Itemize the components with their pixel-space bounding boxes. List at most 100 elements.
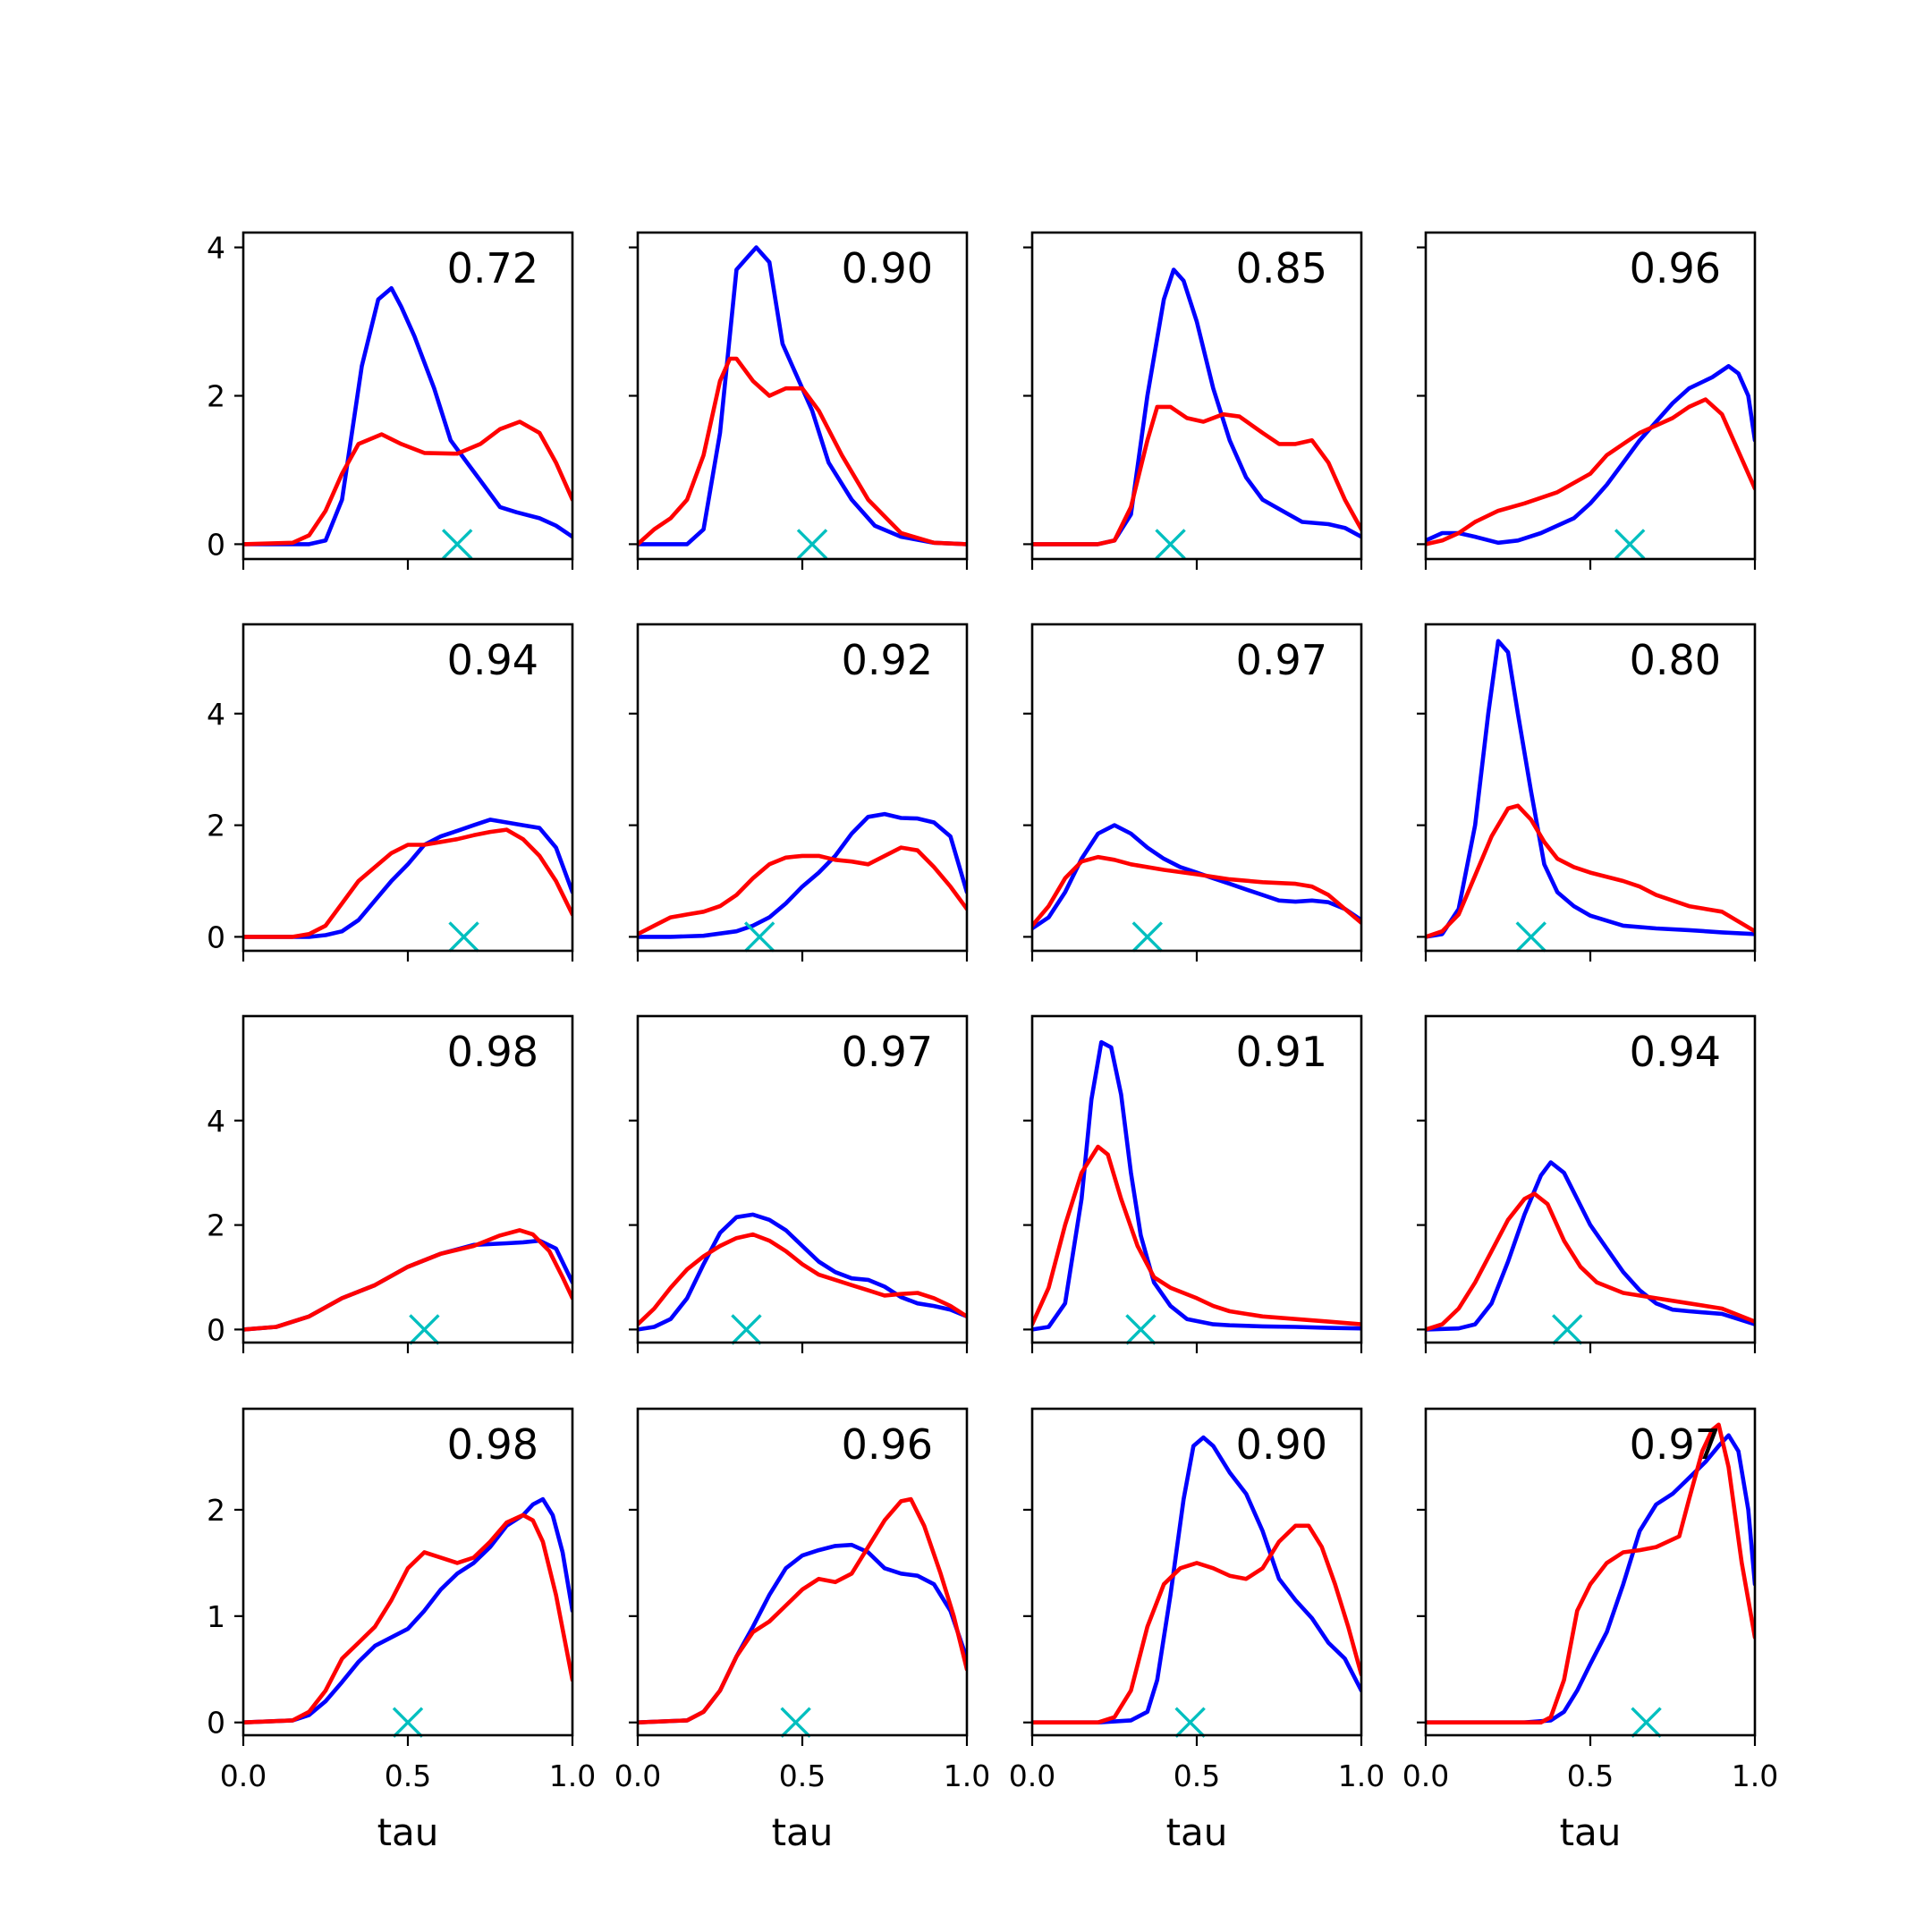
- y-tick-label: 0: [207, 1312, 225, 1347]
- panel-r1-c3: 0.80: [1417, 623, 1757, 962]
- panel-series: [638, 1212, 967, 1332]
- marker-stroke: [1614, 529, 1646, 560]
- x-tick-label: 0.5: [385, 1758, 431, 1793]
- series-line-blue: [1426, 1433, 1755, 1724]
- panel-value-label: 0.98: [447, 1420, 538, 1469]
- panel-series: [1032, 1435, 1361, 1724]
- true-value-marker: [1155, 529, 1186, 560]
- marker-stroke: [392, 1707, 424, 1738]
- x-axis-label: tau: [1166, 1810, 1228, 1854]
- series-line-red: [638, 1496, 967, 1724]
- marker-stroke: [1131, 921, 1164, 953]
- marker-stroke: [1515, 921, 1546, 953]
- true-value-marker: [441, 529, 473, 560]
- series-line-red: [243, 419, 572, 547]
- series-line-red: [638, 1232, 967, 1326]
- x-tick-label: 0.5: [1174, 1758, 1220, 1793]
- panel-r2-c1: 0.97: [629, 1014, 969, 1353]
- panel-value-label: 0.94: [447, 636, 538, 684]
- panel-value-label: 0.98: [447, 1028, 538, 1076]
- series-line-blue: [638, 1542, 967, 1724]
- panel-series: [243, 818, 572, 939]
- panel-value-label: 0.90: [1236, 1420, 1327, 1469]
- panel-r0-c3: 0.96: [1417, 231, 1757, 570]
- series-line-blue: [638, 811, 967, 939]
- panel-r3-c3: 0.0 0.5 1.0 tau 0.97: [1402, 1407, 1778, 1854]
- x-tick-label: 1.0: [944, 1758, 990, 1793]
- panel-value-label: 0.90: [842, 244, 933, 292]
- panel-value-label: 0.91: [1236, 1028, 1327, 1076]
- series-line-blue: [638, 245, 967, 547]
- true-value-marker: [1614, 529, 1646, 560]
- series-line-blue: [1032, 1039, 1361, 1332]
- x-axis-label: tau: [772, 1810, 834, 1854]
- true-value-marker: [448, 921, 479, 953]
- true-value-marker: [1174, 1707, 1206, 1738]
- series-line-blue: [1032, 1435, 1361, 1724]
- series-line-red: [638, 356, 967, 547]
- panel-r1-c2: 0.97: [1023, 623, 1363, 962]
- series-line-red: [1032, 854, 1361, 928]
- y-tick-label: 4: [207, 231, 225, 266]
- x-tick-label: 0.5: [1567, 1758, 1614, 1793]
- x-axis-label: tau: [377, 1810, 439, 1854]
- x-axis-label: tau: [1560, 1810, 1622, 1854]
- panel-series: [1032, 267, 1361, 547]
- y-tick-label: 0: [207, 1706, 225, 1741]
- panel-value-label: 0.80: [1630, 636, 1721, 684]
- series-line-red: [1426, 803, 1755, 939]
- x-tick-label: 1.0: [1338, 1758, 1385, 1793]
- y-tick-label: 2: [207, 809, 225, 843]
- true-value-marker: [796, 529, 828, 560]
- marker-stroke: [1552, 1314, 1583, 1345]
- true-value-marker: [743, 921, 775, 953]
- series-line-blue: [1426, 639, 1755, 939]
- series-line-red: [1032, 1144, 1361, 1326]
- panel-value-label: 0.97: [842, 1028, 933, 1076]
- panel-value-label: 0.96: [842, 1420, 933, 1469]
- panel-series: [243, 1228, 572, 1332]
- panel-r1-c1: 0.92: [629, 623, 969, 962]
- panel-series: [1426, 1422, 1755, 1724]
- y-tick-label: 0: [207, 919, 225, 954]
- y-tick-label: 4: [207, 697, 225, 732]
- panel-r3-c2: 0.0 0.5 1.0 tau 0.90: [1009, 1407, 1385, 1854]
- true-value-marker: [392, 1707, 424, 1738]
- panel-value-label: 0.97: [1630, 1420, 1721, 1469]
- y-tick-label: 4: [207, 1104, 225, 1139]
- panel-r3-c0: 0 1 2 0.0 0.5 1.0 tau 0.98: [207, 1407, 596, 1854]
- panel-r0-c2: 0.85: [1023, 231, 1363, 570]
- marker-stroke: [1174, 1707, 1206, 1738]
- panel-value-label: 0.92: [842, 636, 933, 684]
- marker-stroke: [1125, 1314, 1157, 1345]
- series-line-red: [243, 1513, 572, 1724]
- marker-stroke: [1631, 1707, 1662, 1738]
- series-line-blue: [1426, 1160, 1755, 1332]
- true-value-marker: [1631, 1707, 1662, 1738]
- true-value-marker: [780, 1707, 811, 1738]
- x-tick-label: 1.0: [549, 1758, 596, 1793]
- panel-value-label: 0.72: [447, 244, 538, 292]
- x-tick-label: 0.5: [779, 1758, 826, 1793]
- panel-series: [1032, 1039, 1361, 1332]
- marker-stroke: [441, 529, 473, 560]
- panel-series: [638, 245, 967, 547]
- series-line-red: [1032, 1523, 1361, 1724]
- series-line-red: [243, 827, 572, 939]
- true-value-marker: [1125, 1314, 1157, 1345]
- y-tick-label: 2: [207, 1493, 225, 1528]
- series-line-blue: [243, 285, 572, 547]
- marker-stroke: [796, 529, 828, 560]
- marker-stroke: [743, 921, 775, 953]
- series-line-blue: [1032, 823, 1361, 931]
- x-tick-label: 0.0: [614, 1758, 661, 1793]
- marker-stroke: [409, 1314, 440, 1345]
- panel-value-label: 0.85: [1236, 244, 1327, 292]
- series-line-blue: [1426, 364, 1755, 546]
- series-line-red: [1032, 404, 1361, 547]
- panel-r0-c0: 0 2 4 0.72: [207, 231, 574, 570]
- x-tick-label: 0.0: [1009, 1758, 1055, 1793]
- panel-series: [638, 811, 967, 939]
- series-line-blue: [638, 1212, 967, 1332]
- panel-series: [1032, 823, 1361, 931]
